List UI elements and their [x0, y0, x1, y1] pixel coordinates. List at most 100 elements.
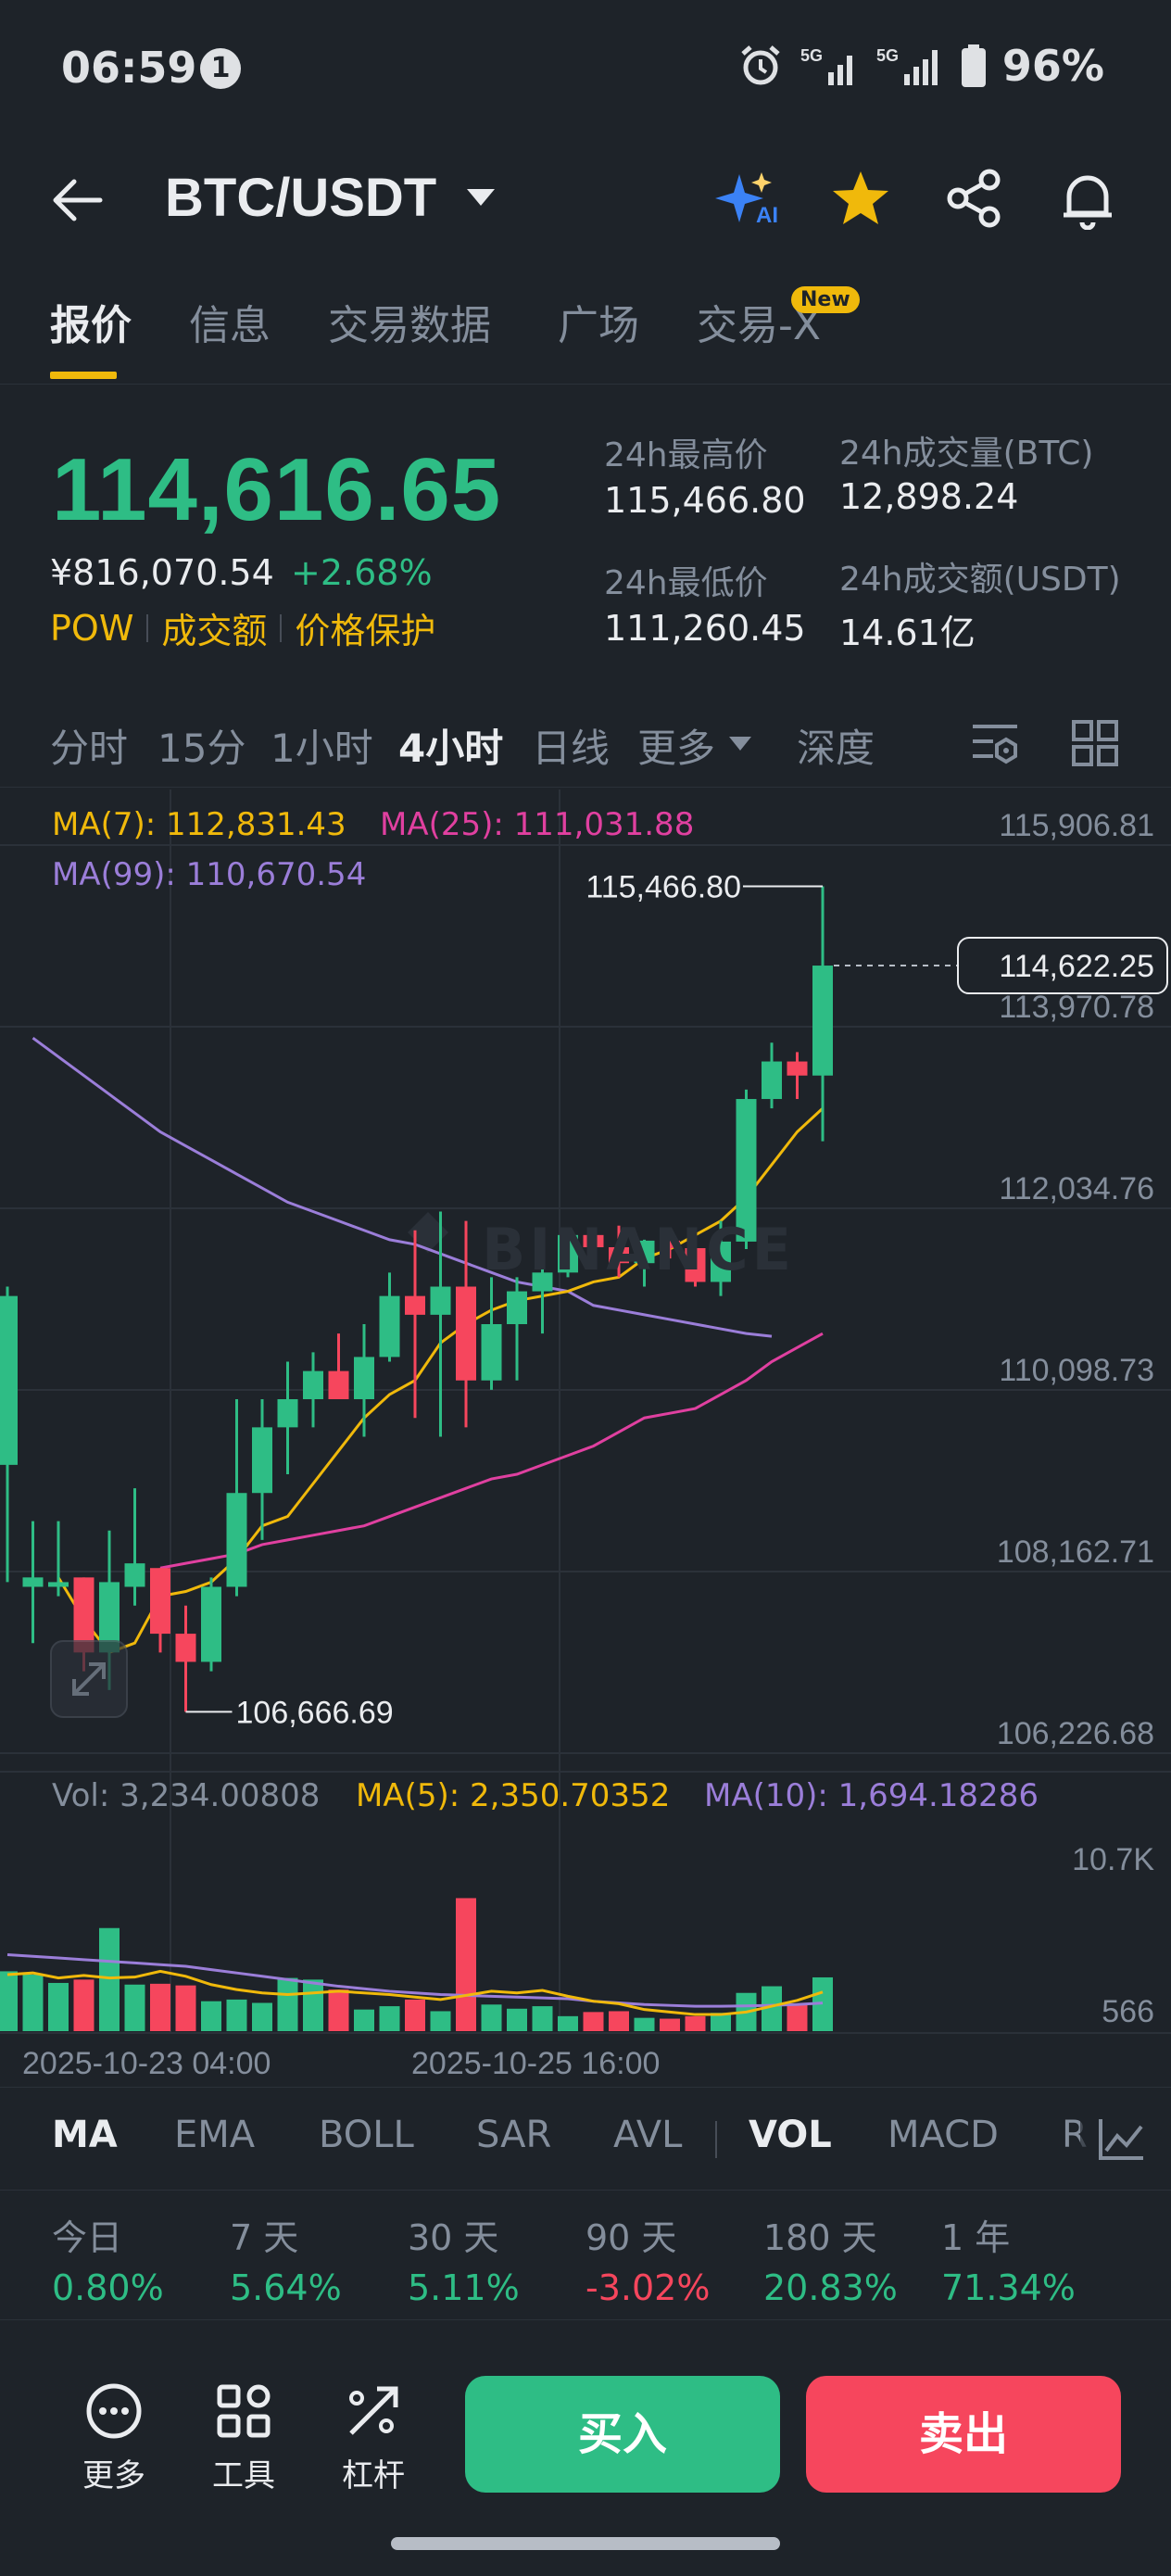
tf-1d[interactable]: 日线 — [532, 726, 611, 771]
candle-body — [532, 1272, 553, 1292]
share-icon[interactable] — [945, 169, 1004, 228]
chart-settings-icon[interactable] — [969, 719, 1021, 767]
candle-body — [48, 1582, 69, 1587]
performance-row: 今日 0.80% 7 天 5.64% 30 天 5.11% 90 天 -3.02… — [0, 2191, 1171, 2320]
stat-volume-label: 24h成交量(BTC) — [839, 435, 1094, 473]
more-button[interactable]: 更多 — [63, 2381, 165, 2495]
battery-percent: 96% — [1001, 41, 1104, 91]
kline-svg[interactable]: 115,906.81 113,970.78 112,034.76 110,098.73… — [0, 789, 1171, 2087]
volume-bar — [201, 2001, 221, 2031]
stat-high-value: 115,466.80 — [604, 480, 806, 521]
tab-info[interactable]: 信息 — [189, 302, 271, 349]
low-annotation-label: 106,666.69 — [236, 1695, 394, 1730]
ind-boll[interactable]: BOLL — [319, 2114, 414, 2156]
volume-bar — [252, 2002, 272, 2031]
ind-vol[interactable]: VOL — [749, 2114, 832, 2156]
price-summary: 114,616.65 ¥816,070.54 +2.68% POW 成交额 价格… — [0, 408, 1171, 676]
volume-bar — [456, 1898, 476, 2031]
volume-bar — [99, 1927, 120, 2031]
tf-4h[interactable]: 4小时 — [398, 726, 504, 771]
volume-bar — [481, 2004, 502, 2031]
current-price-box — [957, 937, 1168, 995]
caret-down-icon[interactable] — [465, 187, 497, 208]
ind-ma[interactable]: MA — [52, 2114, 118, 2156]
volume-bar — [430, 2011, 451, 2031]
home-indicator[interactable] — [391, 2537, 780, 2550]
stat-high-label: 24h最高价 — [604, 436, 768, 474]
volume-bar — [660, 2018, 680, 2031]
back-arrow-icon[interactable] — [50, 174, 106, 226]
candle-body — [481, 1324, 502, 1381]
tf-depth[interactable]: 深度 — [797, 726, 875, 771]
battery-icon — [961, 44, 986, 87]
pair-title[interactable]: BTC/USDT — [165, 168, 437, 228]
candle-body — [507, 1291, 527, 1325]
perf-label: 7 天 — [230, 2217, 299, 2258]
candle-body — [762, 1061, 782, 1100]
tag-pow[interactable]: POW — [50, 607, 134, 649]
volume-bar — [405, 1999, 425, 2031]
candle-body — [430, 1286, 451, 1315]
favorite-star-icon[interactable] — [830, 169, 891, 228]
sell-button[interactable]: 卖出 — [806, 2376, 1121, 2493]
main-tabs: 报价 信息 交易数据 广场 交易-X New — [0, 283, 1171, 385]
candle-body — [634, 1240, 655, 1264]
perf-value: -3.02% — [586, 2267, 711, 2308]
volume-bar — [685, 2015, 706, 2031]
tf-1h[interactable]: 1小时 — [271, 726, 373, 771]
indicator-settings-button[interactable] — [1080, 2088, 1171, 2190]
signal-5g-2-icon: 5G — [876, 46, 938, 85]
vol-ma5-line — [6, 1969, 824, 2016]
volume-bar — [609, 2011, 629, 2031]
bottom-action-bar: 更多 工具 杠杆 买入 卖出 — [0, 2344, 1171, 2511]
ai-sparkle-icon[interactable]: AI — [715, 169, 782, 228]
candle-body — [787, 1061, 808, 1076]
ind-avl[interactable]: AVL — [613, 2114, 683, 2156]
ind-ema[interactable]: EMA — [174, 2114, 256, 2156]
more-caret-icon[interactable] — [728, 736, 752, 752]
candle-body — [583, 1234, 604, 1247]
candle-body — [99, 1582, 120, 1653]
perf-value: 5.11% — [408, 2267, 520, 2308]
bell-icon[interactable] — [1058, 169, 1117, 230]
kline-chart[interactable]: 115,906.81 113,970.78 112,034.76 110,098.73… — [0, 789, 1171, 2087]
tools-label: 工具 — [212, 2457, 275, 2494]
volume-bar — [48, 1982, 69, 2031]
candle-body — [405, 1295, 425, 1315]
tab-square[interactable]: 广场 — [558, 302, 639, 349]
ind-macd[interactable]: MACD — [888, 2114, 999, 2156]
tab-trade-data[interactable]: 交易数据 — [328, 302, 491, 349]
fullscreen-button[interactable] — [50, 1640, 128, 1718]
ma25-line — [159, 1332, 824, 1570]
leverage-button[interactable]: 杠杆 — [322, 2381, 424, 2495]
buy-button[interactable]: 买入 — [465, 2376, 780, 2493]
candle-body — [328, 1370, 349, 1399]
grid-layout-icon[interactable] — [1071, 719, 1119, 767]
status-time: 06:59 — [61, 43, 197, 93]
perf-180d: 180 天 20.83% — [763, 2209, 898, 2308]
ind-sar[interactable]: SAR — [476, 2114, 552, 2156]
indicator-bar: MA EMA BOLL SAR AVL VOL MACD R — [0, 2087, 1171, 2191]
indicator-divider — [715, 2121, 717, 2158]
stat-turnover-label: 24h成交额(USDT) — [839, 561, 1121, 599]
tf-time[interactable]: 分时 — [50, 726, 129, 771]
tf-15m[interactable]: 15分 — [157, 726, 246, 771]
perf-label: 1 年 — [941, 2217, 1011, 2258]
tools-button[interactable]: 工具 — [193, 2381, 295, 2495]
volume-bar — [532, 2006, 553, 2031]
tf-more[interactable]: 更多 — [637, 726, 716, 771]
alarm-icon — [741, 45, 780, 85]
candle-body — [277, 1398, 298, 1428]
perf-value: 20.83% — [763, 2267, 898, 2308]
tab-quote[interactable]: 报价 — [50, 302, 132, 349]
tag-divider — [280, 613, 283, 642]
tag-turnover[interactable]: 成交额 — [161, 611, 268, 651]
tag-price-protect[interactable]: 价格保护 — [295, 611, 436, 651]
legend-vol-ma5: MA(5): 2,350.70352 — [356, 1777, 671, 1814]
legend-ma25: MA(25): 111,031.88 — [380, 806, 695, 843]
legend-vol: Vol: 3,234.00808 — [52, 1777, 321, 1814]
perf-value: 71.34% — [941, 2267, 1076, 2308]
candle-body — [736, 1099, 757, 1242]
volume-bar — [583, 2012, 604, 2031]
active-tab-indicator — [50, 372, 117, 379]
